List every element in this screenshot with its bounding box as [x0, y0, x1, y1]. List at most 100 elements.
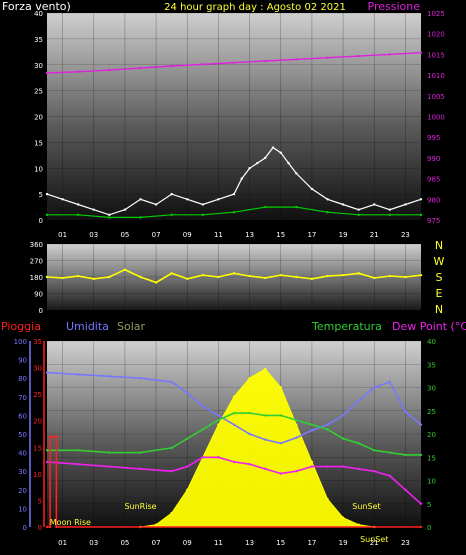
series-solar-point [217, 423, 220, 426]
hour-tick-label: 17 [307, 231, 316, 239]
sun-moon-annotation: SunRise [124, 502, 156, 511]
series-humidity-point [139, 377, 142, 380]
series-wind_dir-point [295, 275, 298, 279]
series-wind_gust-point [186, 198, 189, 201]
series-wind_dir-point [404, 275, 407, 279]
series-solar-point [357, 523, 360, 526]
pressure-tick-label: 1000 [427, 114, 445, 122]
series-wind_gust-point [341, 203, 345, 206]
pressure-tick-label: 1005 [427, 93, 445, 101]
series-dew_point-point [201, 456, 205, 459]
series-wind_avg-point [139, 216, 142, 219]
hour-tick-label: 05 [120, 539, 129, 547]
series-wind_dir-point [326, 274, 329, 278]
temperature-tick-label: 40 [427, 338, 436, 346]
series-wind_avg-point [108, 216, 111, 219]
series-wind_gust-point [279, 151, 282, 154]
series-humidity-point [341, 414, 345, 417]
series-wind_dir-point [248, 274, 251, 278]
series-wind_avg-point [295, 205, 298, 209]
series-wind_dir-point [232, 272, 236, 275]
rain-tick-label: 35 [33, 338, 42, 346]
series-humidity-point [373, 386, 376, 389]
series-wind_gust-point [139, 198, 142, 201]
series-temperature-point [310, 423, 314, 426]
panel-3-legend: Pioggia Umidita Solar Temperatura Dew Po… [1, 320, 466, 333]
series-wind_gust-point [232, 192, 236, 196]
series-solar-point [310, 460, 314, 464]
series-wind_dir-point [170, 272, 173, 275]
series-wind_gust-point [61, 198, 64, 201]
wind-tick-label: 5 [39, 191, 43, 199]
pressure-tick-label: 1010 [427, 72, 445, 80]
hour-tick-label: 11 [214, 231, 223, 239]
hour-tick-label: 09 [183, 231, 192, 239]
series-humidity-point [263, 438, 267, 441]
series-temperature-point [326, 428, 329, 431]
series-pressure-point [76, 70, 80, 73]
series-wind_dir-point [186, 277, 189, 281]
series-rain-point [419, 525, 423, 529]
series-wind_gust-point [45, 192, 49, 196]
hour-tick-label: 17 [307, 539, 316, 547]
hour-tick-label: 19 [339, 231, 348, 239]
series-wind_gust-point [287, 161, 290, 165]
temperature-tick-label: 15 [427, 454, 436, 462]
direction-tick-label: 90 [34, 291, 43, 299]
series-humidity-point [108, 375, 111, 378]
pressure-tick-label: 995 [427, 134, 440, 142]
pressure-tick-label: 980 [427, 196, 440, 204]
humidity-tick-label: 40 [18, 450, 27, 458]
series-wind_avg-point [357, 213, 360, 217]
humidity-tick-label: 90 [18, 357, 27, 365]
hour-tick-label: 03 [89, 539, 98, 547]
rain-tick-label: 15 [33, 444, 42, 452]
series-temperature-point [419, 453, 423, 457]
series-dew_point-point [248, 463, 251, 466]
series-humidity-point [232, 423, 236, 426]
humidity-tick-label: 10 [18, 505, 27, 513]
series-wind_dir-point [45, 275, 49, 279]
series-dew_point-point [373, 470, 376, 473]
series-humidity-point [279, 442, 282, 445]
series-wind_dir-point [373, 276, 376, 280]
compass-label: N [435, 303, 443, 316]
series-wind_dir-point [92, 277, 95, 281]
series-temperature-point [404, 453, 407, 457]
temperature-tick-label: 30 [427, 385, 436, 393]
series-temperature-point [279, 414, 282, 417]
hour-tick-label: 19 [339, 539, 348, 547]
series-wind_dir-point [341, 273, 345, 277]
series-wind_gust-point [154, 203, 158, 206]
hour-tick-label: 13 [245, 231, 254, 239]
hour-tick-label: 21 [370, 231, 379, 239]
series-pressure-point [326, 56, 329, 59]
humidity-tick-label: 70 [18, 394, 27, 402]
pressure-tick-label: 1020 [427, 31, 445, 39]
series-temperature-point [170, 446, 173, 450]
series-wind_dir-point [388, 274, 392, 278]
series-dew_point-point [326, 465, 329, 468]
series-wind_gust-point [217, 198, 220, 201]
wind-tick-label: 30 [34, 62, 43, 70]
series-solar-point [232, 395, 236, 398]
wind-tick-label: 40 [34, 10, 43, 18]
direction-tick-label: 360 [30, 241, 43, 249]
series-wind_gust-point [256, 161, 259, 165]
direction-tick-label: 180 [30, 274, 43, 282]
wind-tick-label: 10 [34, 165, 43, 173]
series-humidity-point [248, 432, 251, 436]
series-temperature-point [295, 418, 298, 422]
series-wind_gust-point [108, 213, 111, 217]
humidity-tick-label: 50 [18, 431, 27, 439]
series-wind_avg-point [76, 213, 80, 217]
series-humidity-point [76, 373, 80, 376]
series-wind_dir-point [217, 275, 220, 279]
series-humidity-point [404, 410, 407, 413]
hour-tick-label: 13 [245, 539, 254, 547]
series-wind_dir-point [61, 276, 64, 280]
series-wind_dir-point [357, 272, 360, 275]
series-solar-point [341, 516, 345, 519]
grid-lines [47, 12, 421, 528]
